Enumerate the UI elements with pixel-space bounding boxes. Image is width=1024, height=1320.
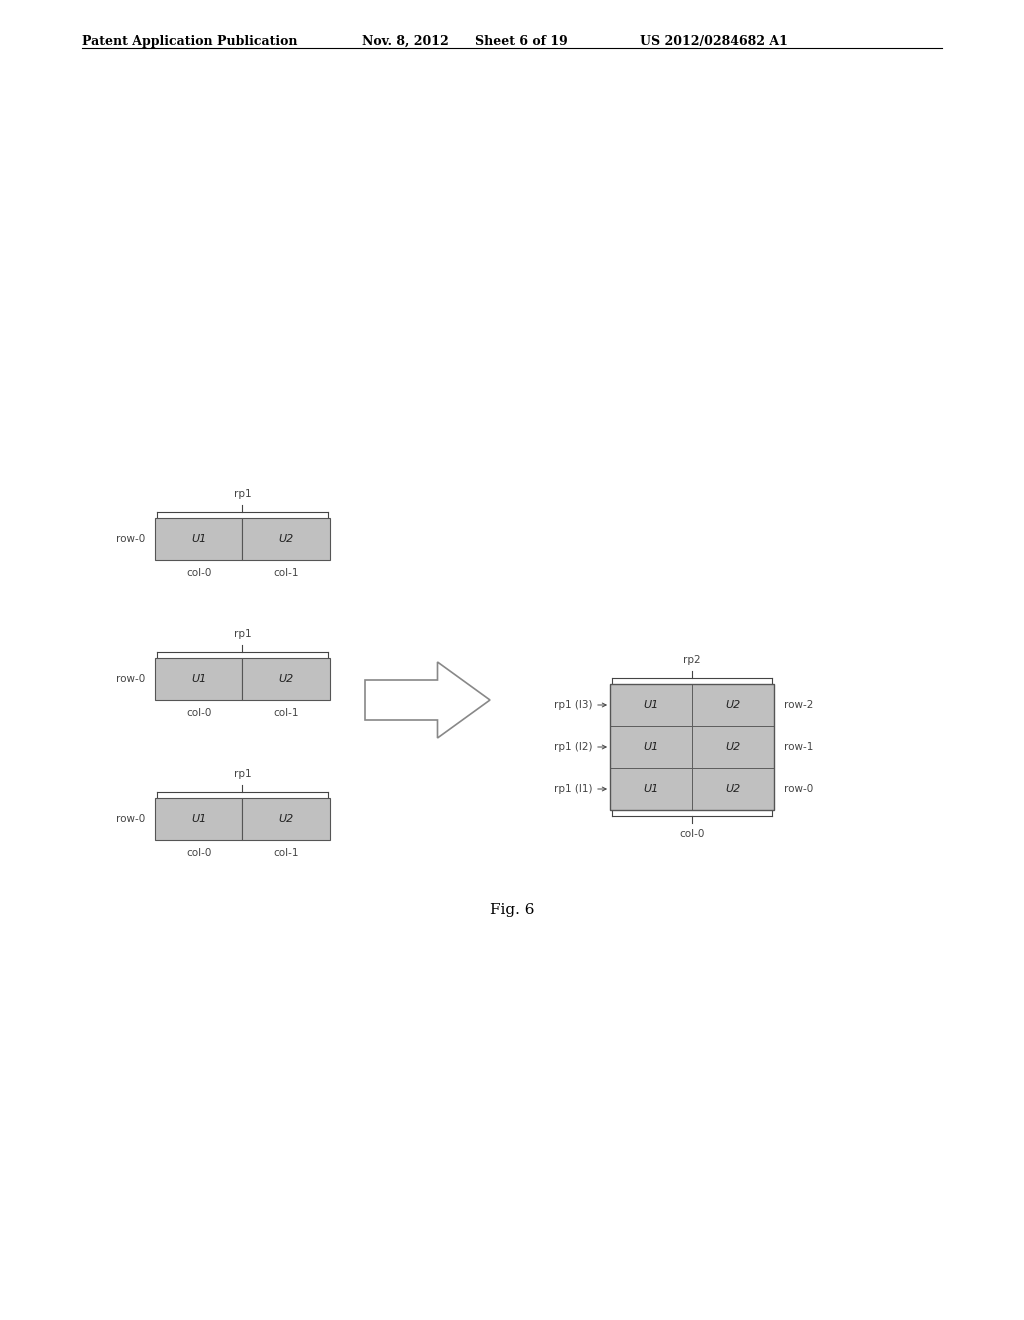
Text: Nov. 8, 2012: Nov. 8, 2012 bbox=[362, 36, 449, 48]
Text: rp2: rp2 bbox=[683, 655, 700, 665]
Text: col-1: col-1 bbox=[273, 708, 299, 718]
Text: Sheet 6 of 19: Sheet 6 of 19 bbox=[475, 36, 567, 48]
Text: col-1: col-1 bbox=[273, 847, 299, 858]
Bar bbox=[155, 517, 243, 560]
Text: U1: U1 bbox=[191, 675, 207, 684]
Text: col-0: col-0 bbox=[186, 708, 211, 718]
Text: U2: U2 bbox=[725, 700, 740, 710]
Text: U2: U2 bbox=[279, 814, 294, 824]
Text: row-0: row-0 bbox=[116, 535, 145, 544]
Bar bbox=[692, 726, 774, 768]
Text: col-0: col-0 bbox=[679, 829, 705, 840]
Text: rp1 (l2): rp1 (l2) bbox=[554, 742, 592, 752]
Text: col-0: col-0 bbox=[186, 568, 211, 578]
Bar bbox=[610, 768, 692, 810]
Text: row-1: row-1 bbox=[784, 742, 813, 752]
Text: Patent Application Publication: Patent Application Publication bbox=[82, 36, 298, 48]
Bar bbox=[610, 684, 692, 726]
Text: row-0: row-0 bbox=[116, 675, 145, 684]
Text: U1: U1 bbox=[191, 535, 207, 544]
Text: U1: U1 bbox=[191, 814, 207, 824]
Bar bbox=[155, 657, 243, 700]
Text: U2: U2 bbox=[279, 675, 294, 684]
Text: row-2: row-2 bbox=[784, 700, 813, 710]
Polygon shape bbox=[365, 663, 490, 738]
Bar bbox=[692, 768, 774, 810]
Bar bbox=[610, 684, 774, 810]
Text: U1: U1 bbox=[643, 784, 658, 795]
Bar bbox=[155, 799, 243, 840]
Text: Fig. 6: Fig. 6 bbox=[489, 903, 535, 917]
Text: U2: U2 bbox=[725, 742, 740, 752]
Text: U1: U1 bbox=[643, 700, 658, 710]
Text: rp1 (l1): rp1 (l1) bbox=[554, 784, 592, 795]
Text: col-0: col-0 bbox=[186, 847, 211, 858]
Text: US 2012/0284682 A1: US 2012/0284682 A1 bbox=[640, 36, 787, 48]
Bar bbox=[243, 799, 330, 840]
Text: col-1: col-1 bbox=[273, 568, 299, 578]
Bar bbox=[610, 726, 692, 768]
Text: rp1: rp1 bbox=[233, 630, 251, 639]
Text: rp1: rp1 bbox=[233, 770, 251, 779]
Text: rp1 (l3): rp1 (l3) bbox=[554, 700, 592, 710]
Bar bbox=[243, 657, 330, 700]
Text: U2: U2 bbox=[725, 784, 740, 795]
Text: U2: U2 bbox=[279, 535, 294, 544]
Text: rp1: rp1 bbox=[233, 488, 251, 499]
Bar bbox=[692, 684, 774, 726]
Bar bbox=[243, 517, 330, 560]
Text: row-0: row-0 bbox=[116, 814, 145, 824]
Text: U1: U1 bbox=[643, 742, 658, 752]
Text: row-0: row-0 bbox=[784, 784, 813, 795]
